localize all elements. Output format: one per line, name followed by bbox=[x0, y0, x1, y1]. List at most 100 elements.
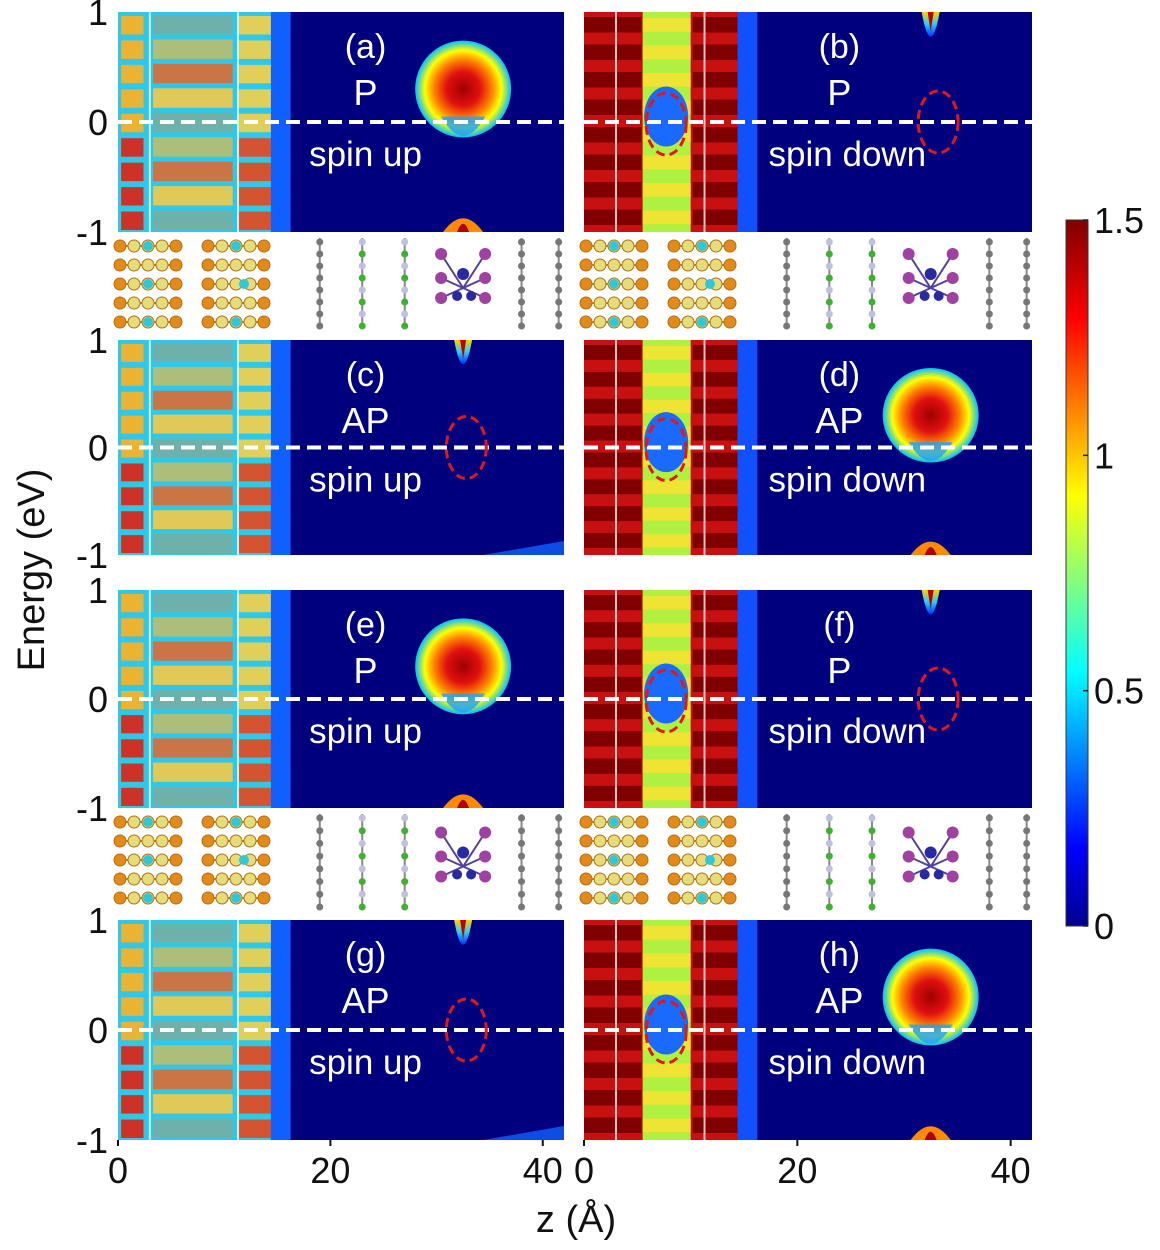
atom bbox=[243, 891, 257, 905]
electrode-stripe bbox=[153, 462, 233, 482]
electrode-gap bbox=[644, 412, 689, 473]
panel-config: AP bbox=[342, 400, 390, 441]
molecule-atom bbox=[946, 272, 959, 284]
molecule-center bbox=[457, 268, 470, 280]
electrode-stripe bbox=[239, 391, 272, 410]
molecule-atom bbox=[946, 870, 959, 883]
panel-label: (a) bbox=[345, 28, 387, 66]
atom bbox=[243, 834, 257, 848]
atom bbox=[257, 853, 271, 867]
chain-atom bbox=[555, 286, 563, 294]
chain-atom bbox=[1023, 274, 1031, 282]
ldos-peak bbox=[415, 618, 512, 715]
chain-atom bbox=[316, 878, 324, 886]
molecule-atom bbox=[902, 272, 915, 284]
electrode-stripe bbox=[153, 947, 233, 967]
atom bbox=[723, 239, 737, 253]
electrode-stripe bbox=[239, 763, 272, 782]
atom-dopant bbox=[231, 817, 241, 827]
electrode-stripe bbox=[239, 739, 272, 758]
y-tick-label: -1 bbox=[76, 535, 108, 576]
atom bbox=[579, 815, 593, 829]
electrode-stripe bbox=[121, 763, 144, 782]
electrode-stripe bbox=[584, 676, 642, 692]
chain-atom bbox=[1023, 286, 1031, 294]
molecule-atom bbox=[479, 248, 492, 260]
atom bbox=[155, 258, 169, 272]
chain-atom bbox=[868, 298, 876, 306]
atom-dopant bbox=[231, 241, 241, 251]
electrode-stripe bbox=[121, 972, 144, 992]
molecule-atom bbox=[435, 826, 448, 839]
electrode-stripe bbox=[239, 487, 272, 506]
electrode-stripe bbox=[584, 622, 642, 638]
electrode-stripe bbox=[121, 1119, 144, 1138]
molecule-center bbox=[933, 291, 944, 301]
chain-atom bbox=[783, 250, 791, 258]
atom bbox=[257, 815, 271, 829]
chain-atom bbox=[316, 262, 324, 270]
electrode-stripe bbox=[692, 785, 738, 801]
molecule-atom bbox=[902, 292, 915, 304]
atom bbox=[621, 296, 635, 310]
electrode-stripe bbox=[584, 533, 642, 548]
atom bbox=[215, 277, 229, 291]
panel-config: P bbox=[354, 72, 378, 113]
atom bbox=[201, 258, 215, 272]
atom bbox=[695, 872, 709, 886]
electrode-stripe bbox=[692, 452, 738, 468]
atom bbox=[201, 872, 215, 886]
chain-atom bbox=[1023, 878, 1031, 886]
chain-atom bbox=[868, 286, 876, 294]
electrode-stripe bbox=[239, 666, 272, 685]
atom bbox=[681, 296, 695, 310]
atom bbox=[215, 853, 229, 867]
chain-atom bbox=[1023, 310, 1031, 318]
atom bbox=[169, 239, 183, 253]
electrode-stripe bbox=[692, 980, 738, 996]
molecule-bond bbox=[462, 831, 486, 868]
atom bbox=[635, 239, 649, 253]
chain-atom bbox=[401, 274, 409, 282]
atom bbox=[667, 296, 681, 310]
y-tick-label: 0 bbox=[88, 1010, 108, 1051]
atom bbox=[709, 258, 723, 272]
chain-atom bbox=[518, 852, 526, 860]
electrode-stripe bbox=[692, 952, 738, 968]
electrode-stripe bbox=[121, 89, 144, 108]
panel-g: (g) AP spin up bbox=[118, 920, 564, 1140]
atom-dopant bbox=[143, 817, 153, 827]
atom bbox=[155, 853, 169, 867]
electrode-stripe bbox=[584, 704, 642, 720]
atom bbox=[723, 815, 737, 829]
atom bbox=[593, 296, 607, 310]
chain-atom bbox=[316, 250, 324, 258]
molecule-bond bbox=[929, 253, 954, 289]
atom bbox=[113, 296, 127, 310]
electrode-stripe bbox=[239, 924, 272, 943]
atom bbox=[243, 258, 257, 272]
electrode-stripe bbox=[692, 595, 738, 611]
atom bbox=[621, 815, 635, 829]
chain-atom bbox=[358, 814, 366, 822]
ldos-neck bbox=[441, 116, 486, 136]
electrode-stripe bbox=[642, 1118, 691, 1133]
chain-atom bbox=[555, 865, 563, 873]
ldos-peak bbox=[415, 40, 512, 138]
atom bbox=[113, 853, 127, 867]
atom bbox=[201, 315, 215, 329]
marker-circle bbox=[644, 999, 688, 1065]
atom bbox=[169, 872, 183, 886]
electrode-stripe bbox=[153, 486, 233, 506]
chain-atom bbox=[868, 865, 876, 873]
chain-atom bbox=[401, 238, 409, 246]
chain-atom bbox=[783, 878, 791, 886]
atom-dopant bbox=[231, 893, 241, 903]
chain-atom bbox=[555, 878, 563, 886]
atom bbox=[579, 872, 593, 886]
chain-atom bbox=[401, 310, 409, 318]
electrode-stripe bbox=[692, 506, 738, 522]
chain-atom bbox=[825, 250, 833, 258]
atom bbox=[621, 872, 635, 886]
atom bbox=[621, 239, 635, 253]
